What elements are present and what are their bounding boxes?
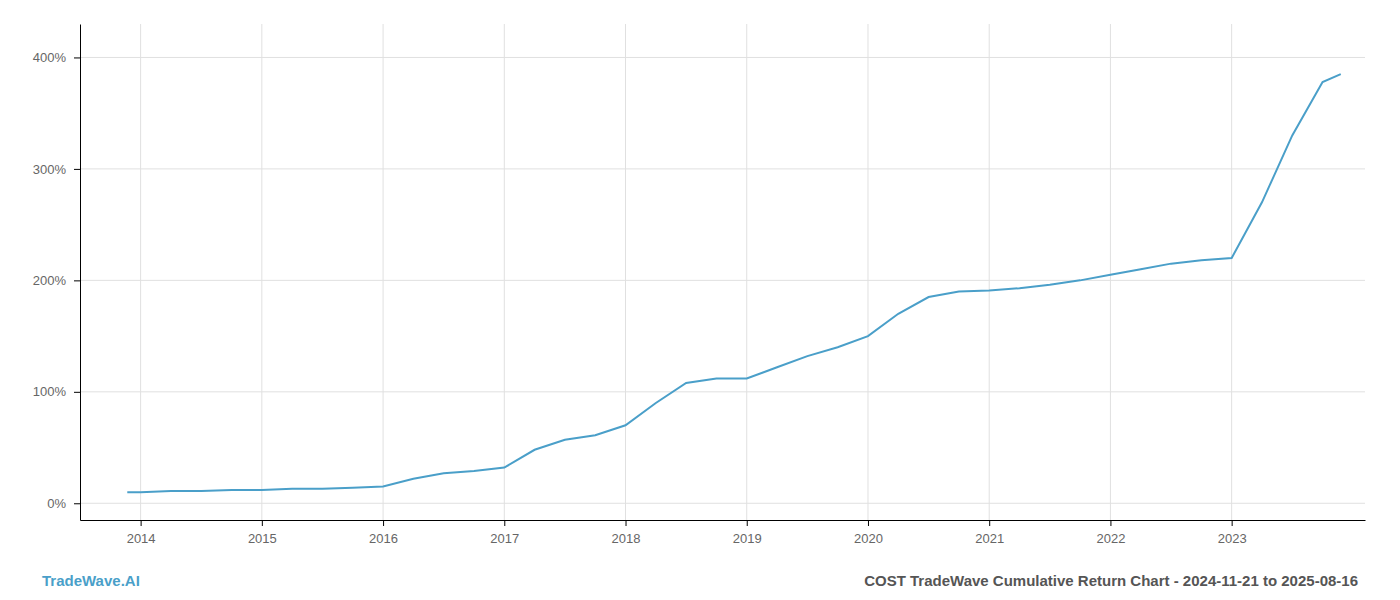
grid-line-x (746, 24, 747, 520)
grid-line-x (1110, 24, 1111, 520)
x-tick-mark (747, 520, 748, 526)
x-tick-label: 2019 (733, 531, 762, 546)
x-tick-label: 2015 (248, 531, 277, 546)
chart: 2014 2015 2016 2017 2018 2019 2020 2021 2022 2023… (0, 0, 1400, 600)
x-tick: 2022 (1096, 520, 1125, 546)
y-tick-label: 200% (33, 273, 67, 288)
x-tick-label: 2018 (612, 531, 641, 546)
grid-line-x (989, 24, 990, 520)
x-tick: 2016 (369, 520, 398, 546)
x-tick-mark (1232, 520, 1233, 526)
grid-line-y (80, 280, 1365, 281)
plot-area (127, 74, 1340, 492)
grid-line-x (383, 24, 384, 520)
x-tick: 2023 (1218, 520, 1247, 546)
y-tick-mark (74, 503, 80, 504)
x-tick: 2019 (733, 520, 762, 546)
grid-line-x (625, 24, 626, 520)
x-tick-label: 2014 (127, 531, 156, 546)
y-tick-mark (74, 57, 80, 58)
grid-line-x (867, 24, 868, 520)
x-tick-label: 2017 (490, 531, 519, 546)
grid-line-y (80, 168, 1365, 169)
x-tick: 2021 (975, 520, 1004, 546)
x-tick: 2015 (248, 520, 277, 546)
x-tick-mark (262, 520, 263, 526)
grid-line-x (504, 24, 505, 520)
x-tick-mark (383, 520, 384, 526)
x-tick-mark (1110, 520, 1111, 526)
y-tick-label: 300% (33, 162, 67, 177)
y-tick-label: 100% (33, 384, 67, 399)
x-tick: 2017 (490, 520, 519, 546)
y-tick-mark (74, 280, 80, 281)
x-tick-label: 2021 (975, 531, 1004, 546)
watermark: TradeWave.AI (42, 572, 140, 589)
x-axis: 2014 2015 2016 2017 2018 2019 2020 2021 2022 2023 (81, 520, 1366, 546)
x-tick: 2018 (612, 520, 641, 546)
x-tick-label: 2022 (1096, 531, 1125, 546)
x-tick: 2014 (127, 520, 156, 546)
title: COST TradeWave Cumulative Return Chart -… (864, 572, 1358, 589)
y-tick-label: 400% (33, 50, 67, 65)
x-tick-mark (141, 520, 142, 526)
y-tick: 100% (33, 384, 80, 399)
line (127, 74, 1340, 492)
grid-line-x (261, 24, 262, 520)
grid-line-y (80, 391, 1365, 392)
x-tick-mark (989, 520, 990, 526)
grid-line-y (80, 503, 1365, 504)
x-tick-mark (626, 520, 627, 526)
y-tick-label: 0% (47, 496, 66, 511)
grid-line-x (1231, 24, 1232, 520)
y-tick-mark (74, 169, 80, 170)
x-axis-line (81, 520, 1366, 521)
grid-line-y (80, 57, 1365, 58)
y-axis: 0% 100% 200% 300% 400% (33, 25, 81, 521)
y-tick: 200% (33, 273, 80, 288)
y-axis-line (80, 25, 81, 521)
y-tick-mark (74, 392, 80, 393)
grid (80, 24, 1365, 520)
y-tick: 300% (33, 162, 80, 177)
x-tick-label: 2023 (1218, 531, 1247, 546)
x-tick-label: 2016 (369, 531, 398, 546)
y-tick: 400% (33, 50, 80, 65)
y-tick: 0% (47, 496, 80, 511)
x-tick-mark (868, 520, 869, 526)
grid-line-x (140, 24, 141, 520)
x-tick: 2020 (854, 520, 883, 546)
x-tick-label: 2020 (854, 531, 883, 546)
x-tick-mark (504, 520, 505, 526)
